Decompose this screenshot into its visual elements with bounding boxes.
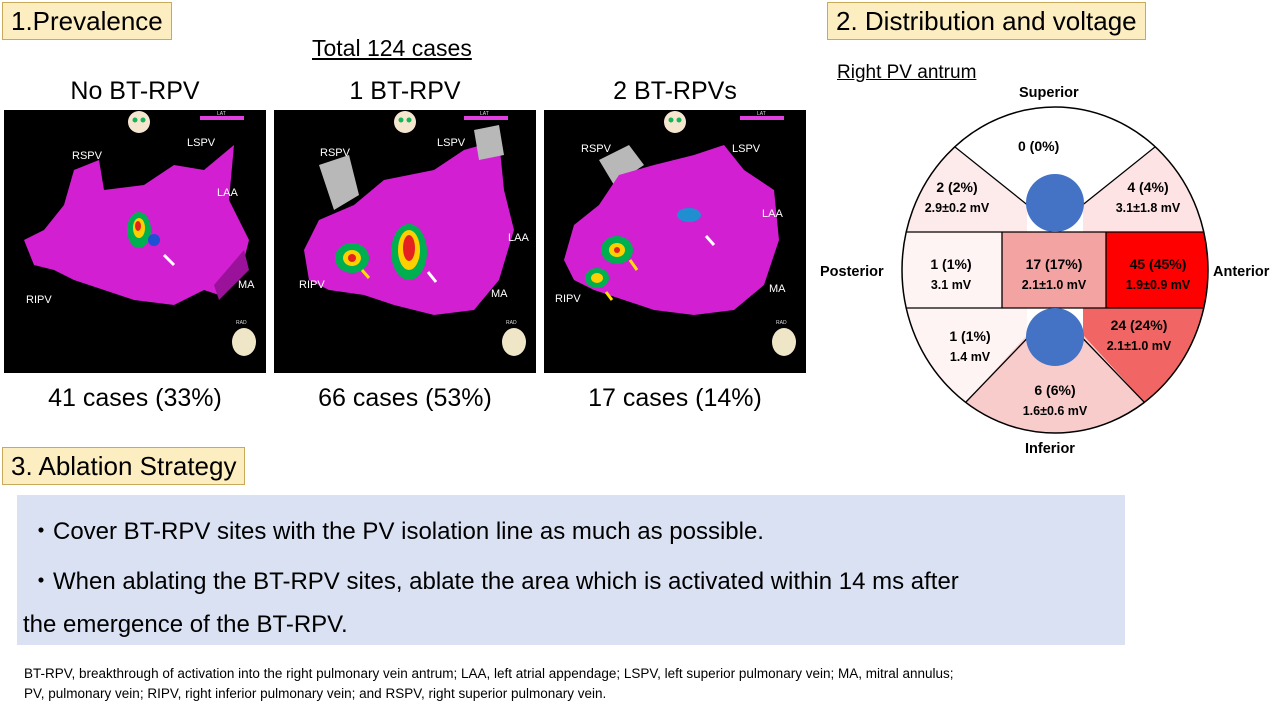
label-rspv: RSPV bbox=[320, 147, 350, 159]
pv-antrum-diagram: 0 (0%) 2 (2%) 2.9±0.2 mV 4 (4%) 3.1±1.8 … bbox=[900, 105, 1210, 435]
strategy-bullet-1: ・Cover BT-RPV sites with the PV isolatio… bbox=[29, 518, 764, 545]
map-no-bt-rpv: RSPV LSPV LAA RIPV MA LAT RAD bbox=[4, 110, 266, 373]
label-ma: MA bbox=[238, 279, 255, 291]
arrow-icon bbox=[360, 269, 371, 279]
panel-title-one-bt: 1 BT-RPV bbox=[349, 77, 461, 105]
lat-legend-label: LAT bbox=[757, 111, 766, 117]
lat-legend-label: LAT bbox=[217, 111, 226, 117]
arrow-icon bbox=[604, 291, 614, 301]
arrow-icon bbox=[426, 271, 438, 283]
label-posterior-mid: 1 (1%) 3.1 mV bbox=[930, 256, 972, 292]
segment-center-mid bbox=[1002, 232, 1106, 308]
arrow-icon bbox=[628, 259, 639, 271]
label-superior: 0 (0%) bbox=[1018, 138, 1060, 154]
prevalence-header: 1.Prevalence bbox=[2, 2, 172, 40]
arrow-icon bbox=[162, 253, 176, 267]
label-ripv: RIPV bbox=[26, 294, 52, 306]
pulmonary-vein-lower bbox=[1026, 308, 1084, 366]
label-laa: LAA bbox=[217, 187, 238, 199]
label-ripv: RIPV bbox=[555, 293, 581, 305]
label-rspv: RSPV bbox=[72, 150, 102, 162]
pulmonary-vein-upper bbox=[1026, 174, 1084, 232]
direction-superior: Superior bbox=[1019, 85, 1079, 101]
label-lspv: LSPV bbox=[437, 137, 466, 149]
strategy-bullet-2: ・When ablating the BT-RPV sites, ablate … bbox=[29, 568, 959, 595]
footnote: BT-RPV, breakthrough of activation into … bbox=[24, 664, 1264, 704]
footnote-line-1: BT-RPV, breakthrough of activation into … bbox=[24, 666, 954, 681]
label-ripv: RIPV bbox=[299, 279, 325, 291]
panel-cases-two-bt: 17 cases (14%) bbox=[588, 384, 762, 412]
strategy-bullet-2-cont: the emergence of the BT-RPV. bbox=[23, 611, 348, 638]
label-laa: LAA bbox=[508, 232, 529, 244]
ablation-strategy-box: ・Cover BT-RPV sites with the PV isolatio… bbox=[17, 495, 1125, 645]
label-lspv: LSPV bbox=[187, 137, 216, 149]
label-inferior: 6 (6%) 1.6±0.6 mV bbox=[1022, 382, 1088, 418]
label-laa: LAA bbox=[762, 208, 783, 220]
panel-title-no-bt: No BT-RPV bbox=[70, 77, 200, 105]
panel-cases-no-bt: 41 cases (33%) bbox=[48, 384, 222, 412]
label-posterior-lower: 1 (1%) 1.4 mV bbox=[949, 328, 991, 364]
label-ma: MA bbox=[769, 283, 786, 295]
footnote-line-2: PV, pulmonary vein; RIPV, right inferior… bbox=[24, 686, 607, 701]
direction-inferior: Inferior bbox=[1025, 441, 1075, 457]
panel-title-two-bt: 2 BT-RPVs bbox=[613, 77, 737, 105]
segment-anterior-mid bbox=[1106, 232, 1208, 308]
distribution-header: 2. Distribution and voltage bbox=[827, 2, 1146, 40]
label-anterior-upper: 4 (4%) 3.1±1.8 mV bbox=[1115, 179, 1181, 215]
view-label: RAD bbox=[776, 320, 787, 326]
label-ma: MA bbox=[491, 288, 508, 300]
arrow-icon bbox=[704, 235, 716, 246]
ablation-header: 3. Ablation Strategy bbox=[2, 447, 246, 485]
view-label: RAD bbox=[506, 320, 517, 326]
label-center-mid: 17 (17%) 2.1±1.0 mV bbox=[1021, 256, 1087, 292]
total-cases-label: Total 124 cases bbox=[312, 35, 472, 61]
map-one-bt-rpv: RSPV LSPV LAA RIPV MA LAT RAD bbox=[274, 110, 536, 373]
label-anterior-mid: 45 (45%) 1.9±0.9 mV bbox=[1125, 256, 1191, 292]
lat-legend-label: LAT bbox=[480, 111, 489, 117]
direction-posterior: Posterior bbox=[820, 264, 884, 280]
segment-posterior-mid bbox=[902, 232, 1002, 308]
view-label: RAD bbox=[236, 320, 247, 326]
map-two-bt-rpv: RSPV LSPV LAA RIPV MA LAT RAD bbox=[544, 110, 806, 373]
label-posterior-upper: 2 (2%) 2.9±0.2 mV bbox=[924, 179, 990, 215]
label-anterior-lower: 24 (24%) 2.1±1.0 mV bbox=[1106, 317, 1172, 353]
panel-cases-one-bt: 66 cases (53%) bbox=[318, 384, 492, 412]
label-lspv: LSPV bbox=[732, 143, 761, 155]
direction-anterior: Anterior bbox=[1213, 264, 1270, 280]
segment-inferior bbox=[965, 335, 1145, 433]
label-rspv: RSPV bbox=[581, 143, 611, 155]
right-pv-antrum-label: Right PV antrum bbox=[837, 62, 977, 83]
